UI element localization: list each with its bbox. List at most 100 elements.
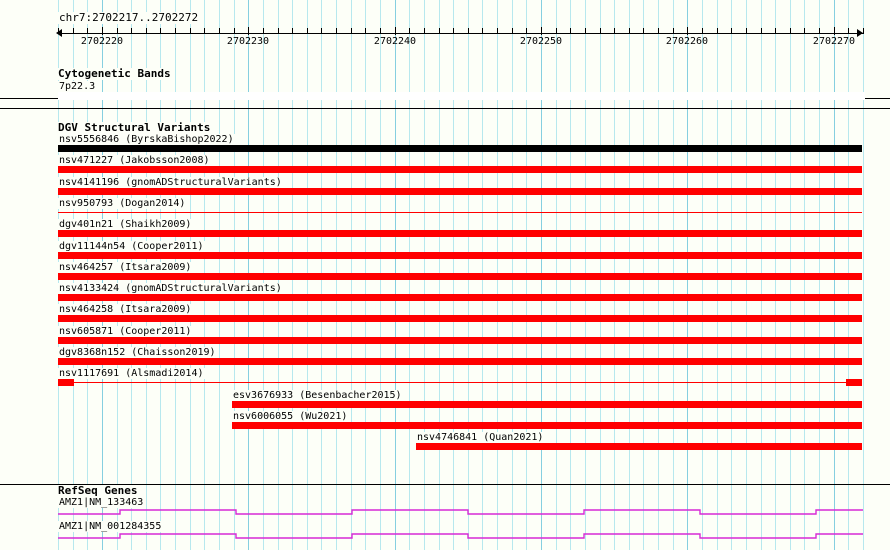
dgv-span-cap-left: [58, 379, 74, 386]
dgv-variant-label[interactable]: dgv11144n54 (Cooper2011): [58, 241, 205, 252]
ruler-tick-minor: [409, 28, 410, 34]
ruler-tick-minor: [453, 28, 454, 34]
dgv-variant-label[interactable]: dgv401n21 (Shaikh2009): [58, 219, 193, 230]
ruler-axis-line: [58, 33, 863, 34]
dgv-variant-label[interactable]: nsv950793 (Dogan2014): [58, 198, 187, 209]
dgv-variant-bar[interactable]: [58, 188, 862, 195]
ruler-tick-minor: [570, 28, 571, 34]
dgv-span-line: [58, 382, 862, 383]
ruler-tick-minor: [848, 28, 849, 34]
dgv-variant-label[interactable]: nsv4141196 (gnomADStructuralVariants): [58, 177, 283, 188]
dgv-variant-label[interactable]: nsv1117691 (Alsmadi2014): [58, 368, 205, 379]
dgv-variant-bar[interactable]: [58, 230, 862, 237]
ruler-tick-minor: [190, 28, 191, 34]
ruler-tick-minor: [219, 28, 220, 34]
ruler-tick-minor: [863, 28, 864, 34]
ruler-tick-major: [102, 27, 103, 35]
ruler-tick-minor: [746, 28, 747, 34]
separator-cytoband-bottom: [0, 108, 890, 109]
dgv-variant-bar[interactable]: [416, 443, 862, 450]
dgv-span-cap-right: [846, 379, 862, 386]
ruler-tick-minor: [804, 28, 805, 34]
ruler-tick-minor: [702, 28, 703, 34]
dgv-variant-bar[interactable]: [232, 401, 862, 408]
ruler-tick-minor: [351, 28, 352, 34]
dgv-variant-bar[interactable]: [58, 273, 862, 280]
ruler-arrow-left-icon: [56, 29, 62, 37]
dgv-variant-label[interactable]: nsv6006055 (Wu2021): [232, 411, 349, 422]
dgv-variant-bar[interactable]: [58, 145, 862, 152]
dgv-variant-bar[interactable]: [58, 315, 862, 322]
dgv-variant-label[interactable]: nsv4746841 (Quan2021): [416, 432, 545, 443]
ruler-tick-major: [395, 27, 396, 35]
dgv-variant-bar[interactable]: [58, 358, 862, 365]
ruler-tick-minor: [761, 28, 762, 34]
refseq-title: RefSeq Genes: [58, 484, 138, 497]
dgv-variant-bar[interactable]: [58, 252, 862, 259]
ruler-tick-minor: [175, 28, 176, 34]
ruler-tick-minor: [380, 28, 381, 34]
refseq-gene-glyph[interactable]: [58, 503, 863, 515]
ruler-tick-minor: [512, 28, 513, 34]
dgv-variant-label[interactable]: esv3676933 (Besenbacher2015): [232, 390, 403, 401]
ruler-tick-minor: [263, 28, 264, 34]
refseq-gene-glyph[interactable]: [58, 527, 863, 539]
ruler-tick-minor: [731, 28, 732, 34]
dgv-variant-label[interactable]: nsv464258 (Itsara2009): [58, 304, 193, 315]
ruler-tick-minor: [117, 28, 118, 34]
ruler-tick-minor: [160, 28, 161, 34]
refseq-gene-label[interactable]: AMZ1|NM_133463: [58, 497, 145, 508]
gridline: [863, 0, 864, 550]
dgv-variant-label[interactable]: nsv5556846 (ByrskaBishop2022): [58, 134, 235, 145]
ruler-tick-label: 2702220: [80, 36, 124, 47]
ruler-tick-label: 2702240: [373, 36, 417, 47]
cytoband-bar: [58, 92, 865, 100]
ruler-tick-minor: [278, 28, 279, 34]
ruler-tick-minor: [131, 28, 132, 34]
dgv-variant-bar[interactable]: [58, 337, 862, 344]
ruler-tick-minor: [819, 28, 820, 34]
ruler-tick-minor: [336, 28, 337, 34]
ruler-tick-label: 2702250: [519, 36, 563, 47]
ruler-tick-minor: [497, 28, 498, 34]
cytogenetic-bands-title: Cytogenetic Bands: [58, 67, 171, 80]
ruler-tick-minor: [526, 28, 527, 34]
ruler-tick-minor: [717, 28, 718, 34]
ruler-tick-minor: [204, 28, 205, 34]
ruler-tick-minor: [58, 28, 59, 34]
ruler-tick-minor: [73, 28, 74, 34]
dgv-variant-bar[interactable]: [232, 422, 862, 429]
ruler-tick-minor: [321, 28, 322, 34]
ruler-tick-minor: [365, 28, 366, 34]
ruler-tick-minor: [658, 28, 659, 34]
ruler-tick-label: 2702260: [665, 36, 709, 47]
dgv-title: DGV Structural Variants: [58, 121, 211, 134]
dgv-variant-bar[interactable]: [58, 294, 862, 301]
locus-label: chr7:2702217..2702272: [58, 11, 200, 24]
ruler-tick-minor: [234, 28, 235, 34]
ruler-tick-label: 2702230: [226, 36, 270, 47]
dgv-variant-label[interactable]: nsv4133424 (gnomADStructuralVariants): [58, 283, 283, 294]
dgv-variant-label[interactable]: nsv464257 (Itsara2009): [58, 262, 193, 273]
ruler-tick-minor: [468, 28, 469, 34]
ruler-tick-minor: [673, 28, 674, 34]
dgv-variant-bar[interactable]: [58, 166, 862, 173]
refseq-gene-label[interactable]: AMZ1|NM_001284355: [58, 521, 163, 532]
ruler-tick-minor: [643, 28, 644, 34]
ruler-tick-major: [248, 27, 249, 35]
ruler-arrow-right-icon: [857, 29, 863, 37]
dgv-variant-label[interactable]: nsv605871 (Cooper2011): [58, 326, 193, 337]
dgv-variant-bar[interactable]: [58, 212, 862, 213]
dgv-variant-label[interactable]: dgv8368n152 (Chaisson2019): [58, 347, 217, 358]
dgv-variant-label[interactable]: nsv471227 (Jakobsson2008): [58, 155, 211, 166]
ruler-tick-label: 2702270: [812, 36, 856, 47]
dgv-variant-span[interactable]: [58, 379, 862, 386]
separator-refseq-top: [0, 484, 890, 485]
cytoband-label: 7p22.3: [58, 81, 97, 92]
ruler-tick-major: [541, 27, 542, 35]
ruler-tick-minor: [87, 28, 88, 34]
ruler-tick-minor: [556, 28, 557, 34]
ruler-tick-minor: [614, 28, 615, 34]
ruler-tick-minor: [600, 28, 601, 34]
ruler-tick-minor: [292, 28, 293, 34]
